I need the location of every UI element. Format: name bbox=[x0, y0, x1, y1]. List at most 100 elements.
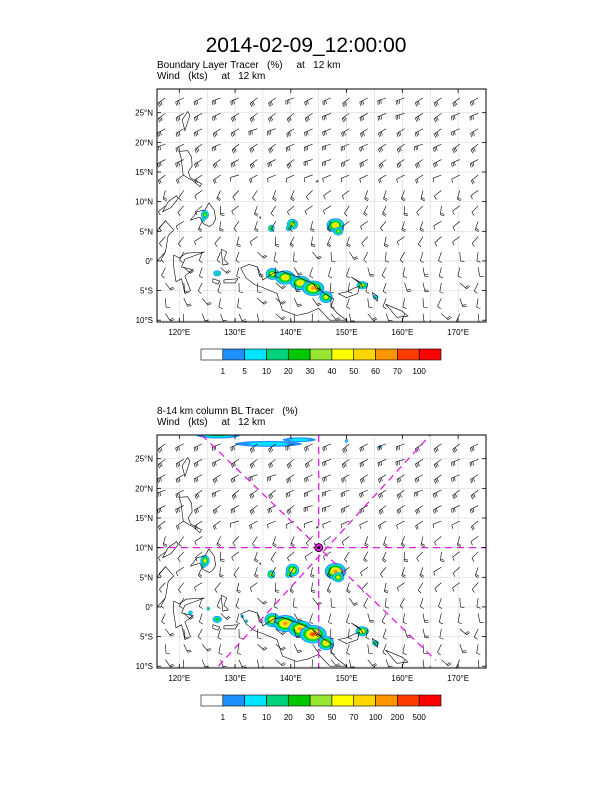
cross-line-diagonal bbox=[217, 435, 431, 667]
wind-barb-feather bbox=[343, 146, 345, 151]
wind-barb-feather bbox=[378, 148, 381, 153]
wind-barb bbox=[195, 551, 203, 558]
wind-barb-feather bbox=[417, 462, 420, 467]
wind-barb-feather bbox=[364, 544, 369, 548]
tracer-contour bbox=[202, 564, 205, 567]
lat-tick-label: 0° bbox=[145, 257, 153, 266]
wind-barb-feather bbox=[198, 229, 202, 232]
wind-barb bbox=[306, 190, 313, 198]
wind-barb-feather bbox=[177, 132, 179, 137]
wind-barb bbox=[455, 313, 461, 322]
wind-barb-feather bbox=[178, 146, 181, 151]
wind-barb-feather bbox=[385, 260, 390, 263]
wind-barb-feather bbox=[452, 477, 454, 482]
wind-barb-feather bbox=[423, 652, 428, 655]
wind-barb-feather bbox=[462, 304, 467, 306]
wind-barb-feather bbox=[335, 317, 340, 320]
wind-barb-feather bbox=[230, 509, 233, 514]
wind-barb-feather bbox=[286, 510, 289, 515]
wind-barb-feather bbox=[436, 132, 439, 136]
wind-barb-feather bbox=[341, 118, 344, 123]
lat-tick-label: 10°S bbox=[136, 316, 153, 325]
coastline bbox=[220, 248, 229, 266]
wind-barb-feather bbox=[219, 575, 224, 578]
tracer-contour bbox=[333, 223, 338, 227]
wind-barb-feather bbox=[383, 544, 388, 548]
wind-barb-feather bbox=[270, 147, 274, 152]
wind-barb-feather bbox=[402, 573, 406, 577]
wind-barb-feather bbox=[396, 479, 399, 484]
wind-barb bbox=[396, 520, 405, 526]
tracer-contour bbox=[283, 622, 288, 626]
wind-barb-feather bbox=[415, 179, 418, 184]
wind-barb bbox=[346, 267, 350, 277]
wind-barb bbox=[457, 267, 461, 277]
wind-barb-feather bbox=[233, 446, 235, 451]
wind-barb bbox=[361, 582, 369, 590]
wind-barb-feather bbox=[331, 260, 336, 262]
wind-barb bbox=[236, 613, 240, 623]
wind-barb bbox=[179, 251, 185, 261]
wind-barb-feather bbox=[420, 260, 424, 263]
wind-barb-feather bbox=[470, 195, 473, 200]
wind-barb-feather bbox=[343, 507, 346, 512]
tracer-contour bbox=[207, 607, 210, 610]
wind-barb bbox=[470, 536, 479, 542]
wind-barb-feather bbox=[322, 478, 324, 483]
wind-barb bbox=[476, 251, 479, 261]
wind-barb-feather bbox=[254, 558, 259, 562]
wind-barb-feather bbox=[469, 163, 472, 168]
wind-barb-feather bbox=[439, 275, 443, 279]
wind-barb-feather bbox=[451, 478, 453, 483]
tracer-contour bbox=[324, 641, 328, 645]
wind-barb bbox=[273, 251, 277, 261]
wind-barb-feather bbox=[249, 103, 253, 108]
wind-barb-feather bbox=[381, 275, 386, 279]
wind-barb-feather bbox=[169, 663, 174, 667]
wind-barb-feather bbox=[232, 463, 235, 468]
wind-barb-feather bbox=[306, 146, 309, 151]
wind-barb-feather bbox=[342, 492, 344, 497]
wind-barb-feather bbox=[249, 164, 253, 169]
wind-barb-feather bbox=[346, 244, 351, 248]
wind-barb-feather bbox=[457, 543, 462, 546]
wind-barb-feather bbox=[251, 117, 254, 122]
wind-barb-feather bbox=[231, 100, 234, 105]
wind-barb-feather bbox=[384, 243, 389, 246]
wind-barb-feather bbox=[309, 275, 314, 279]
wind-barb-feather bbox=[361, 132, 364, 137]
wind-barb bbox=[267, 520, 276, 525]
wind-barb-feather bbox=[270, 462, 274, 467]
wind-barb-feather bbox=[275, 589, 280, 592]
wind-barb bbox=[230, 520, 240, 524]
lon-tick-label: 120°E bbox=[168, 674, 190, 683]
wind-barb-feather bbox=[307, 462, 310, 467]
wind-barb bbox=[257, 659, 260, 668]
wind-barb-feather bbox=[252, 447, 255, 452]
tracer-contour bbox=[283, 276, 288, 279]
wind-barb-feather bbox=[303, 147, 306, 152]
wind-barb-feather bbox=[159, 492, 161, 497]
wind-barb-feather bbox=[365, 637, 370, 640]
wind-barb-feather bbox=[268, 149, 271, 154]
colorbar-swatch bbox=[418, 694, 442, 707]
wind-barb-feather bbox=[175, 479, 178, 484]
wind-barb-feather bbox=[360, 462, 363, 467]
tracer-contour bbox=[311, 286, 316, 290]
wind-barb-feather bbox=[204, 665, 209, 667]
wind-barb bbox=[329, 628, 332, 638]
wind-barb-feather bbox=[160, 116, 163, 121]
wind-barb-feather bbox=[452, 449, 455, 454]
wind-barb-feather bbox=[196, 115, 199, 120]
coastline bbox=[173, 251, 205, 294]
wind-barb-feather bbox=[396, 149, 400, 154]
wind-barb-feather bbox=[178, 589, 182, 594]
coastline bbox=[181, 110, 191, 132]
wind-barb-feather bbox=[282, 647, 286, 651]
wind-barb-feather bbox=[435, 117, 438, 122]
wind-barb bbox=[274, 613, 277, 623]
wind-barb-feather bbox=[307, 100, 309, 105]
wind-barb-feather bbox=[474, 290, 478, 294]
wind-barb-feather bbox=[177, 462, 179, 467]
wind-barb-feather bbox=[268, 464, 271, 469]
